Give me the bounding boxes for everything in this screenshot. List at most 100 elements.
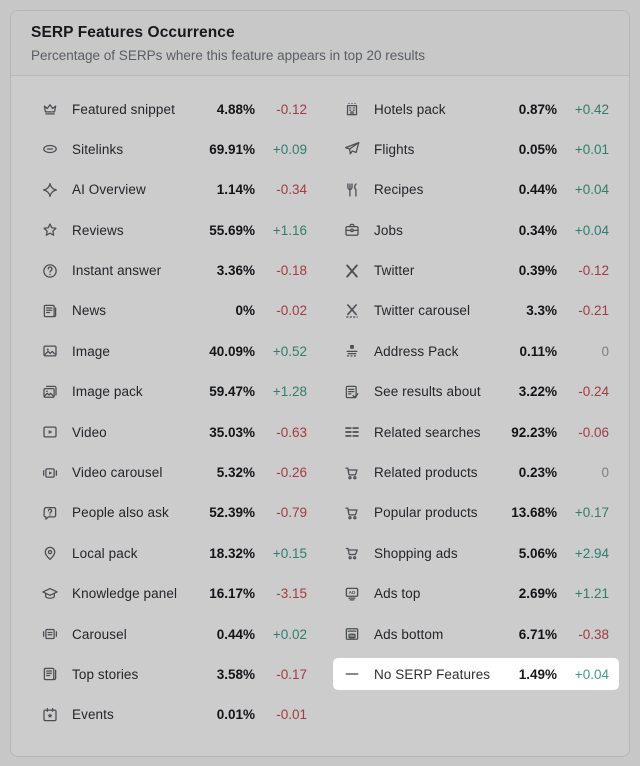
feature-value: 4.88% (216, 101, 255, 117)
feature-row[interactable]: Video carousel 5.32% -0.26 (31, 457, 317, 489)
feature-row-highlighted[interactable]: No SERP Features 1.49% +0.04 (333, 658, 619, 691)
feature-row[interactable]: Featured snippet 4.88% -0.12 (31, 93, 317, 125)
feature-label: Video carousel (72, 465, 163, 481)
feature-diff: +0.01 (574, 141, 609, 157)
feature-row[interactable]: See results about 3.22% -0.24 (333, 376, 619, 408)
cart-icon (343, 504, 361, 522)
feature-row[interactable]: Top stories 3.58% -0.17 (31, 658, 317, 690)
feature-row[interactable]: Sitelinks 69.91% +0.09 (31, 133, 317, 165)
feature-value: 3.3% (526, 303, 557, 319)
feature-label: No SERP Features (374, 666, 491, 682)
feature-label: Local pack (72, 545, 138, 561)
document-check-icon (343, 383, 361, 401)
feature-row[interactable]: Reviews 55.69% +1.16 (31, 214, 317, 246)
features-column-right: Hotels pack 0.87% +0.42 Flights 0.05% +0.01 Re… (333, 93, 619, 739)
hotel-icon (343, 100, 361, 118)
feature-diff: +0.15 (272, 545, 307, 561)
feature-label: Top stories (72, 666, 139, 682)
feature-row[interactable]: Image pack 59.47% +1.28 (31, 376, 317, 408)
card-subtitle: Percentage of SERPs where this feature a… (31, 48, 425, 63)
feature-diff: -0.34 (276, 182, 307, 198)
feature-value: 13.68% (511, 505, 557, 521)
feature-row[interactable]: Twitter 0.39% -0.12 (333, 255, 619, 287)
feature-value: 69.91% (209, 141, 255, 157)
feature-row[interactable]: Local pack 18.32% +0.15 (31, 537, 317, 569)
feature-value: 2.69% (518, 586, 557, 602)
feature-label: See results about (374, 384, 481, 400)
feature-value: 0.01% (216, 707, 255, 723)
feature-label: Recipes (374, 182, 424, 198)
feature-row[interactable]: Carousel 0.44% +0.02 (31, 618, 317, 650)
related-searches-icon (343, 423, 361, 441)
feature-diff: +0.04 (574, 666, 609, 682)
feature-diff: +1.21 (574, 586, 609, 602)
feature-label: Related products (374, 465, 478, 481)
card-header: SERP Features Occurrence Percentage of S… (11, 11, 629, 76)
feature-row[interactable]: Video 35.03% -0.63 (31, 416, 317, 448)
feature-label: People also ask (72, 505, 169, 521)
briefcase-icon (343, 221, 361, 239)
crown-icon (41, 100, 59, 118)
feature-label: Knowledge panel (72, 586, 178, 602)
feature-diff: +0.04 (574, 222, 609, 238)
feature-diff: -0.38 (578, 626, 609, 642)
feature-row[interactable]: News 0% -0.02 (31, 295, 317, 327)
feature-row[interactable]: AD Ads bottom 6.71% -0.38 (333, 618, 619, 650)
image-pack-icon (41, 383, 59, 401)
carousel-icon (41, 625, 59, 643)
news-icon (41, 302, 59, 320)
feature-row[interactable]: People also ask 52.39% -0.79 (31, 497, 317, 529)
feature-diff: +0.09 (272, 141, 307, 157)
feature-row[interactable]: Instant answer 3.36% -0.18 (31, 255, 317, 287)
feature-row[interactable]: AI Overview 1.14% -0.34 (31, 174, 317, 206)
feature-value: 40.09% (209, 343, 255, 359)
feature-diff: -0.79 (276, 505, 307, 521)
feature-row[interactable]: Popular products 13.68% +0.17 (333, 497, 619, 529)
feature-row[interactable]: Jobs 0.34% +0.04 (333, 214, 619, 246)
image-icon (41, 342, 59, 360)
feature-value: 0.34% (518, 222, 557, 238)
ads-top-icon: AD (343, 585, 361, 603)
feature-label: Instant answer (72, 263, 162, 279)
feature-label: Address Pack (374, 343, 459, 359)
feature-value: 16.17% (209, 586, 255, 602)
x-carousel-icon (343, 302, 361, 320)
feature-row[interactable]: Address Pack 0.11% 0 (333, 335, 619, 367)
dash-icon (343, 665, 361, 683)
feature-row[interactable]: Knowledge panel 16.17% -3.15 (31, 578, 317, 610)
feature-row[interactable]: Recipes 0.44% +0.04 (333, 174, 619, 206)
feature-diff: -0.63 (276, 424, 307, 440)
feature-row[interactable]: Events 0.01% -0.01 (31, 699, 317, 731)
top-stories-icon (41, 665, 59, 683)
feature-label: Ads bottom (374, 626, 444, 642)
feature-row[interactable]: AD Ads top 2.69% +1.21 (333, 578, 619, 610)
feature-diff: -0.24 (578, 384, 609, 400)
feature-row[interactable]: Related products 0.23% 0 (333, 457, 619, 489)
feature-label: Sitelinks (72, 141, 124, 157)
feature-diff: -0.12 (276, 101, 307, 117)
feature-value: 0.44% (216, 626, 255, 642)
feature-diff: -3.15 (276, 586, 307, 602)
feature-value: 52.39% (209, 505, 255, 521)
feature-diff: -0.12 (578, 263, 609, 279)
graduation-cap-icon (41, 585, 59, 603)
feature-row[interactable]: Shopping ads 5.06% +2.94 (333, 537, 619, 569)
feature-row[interactable]: Hotels pack 0.87% +0.42 (333, 93, 619, 125)
question-bubble-icon (41, 504, 59, 522)
feature-row[interactable]: Twitter carousel 3.3% -0.21 (333, 295, 619, 327)
map-pin-icon (41, 544, 59, 562)
features-column-left: Featured snippet 4.88% -0.12 Sitelinks 69.91… (41, 93, 307, 739)
feature-value: 18.32% (209, 545, 255, 561)
feature-row[interactable]: Flights 0.05% +0.01 (333, 133, 619, 165)
feature-value: 0.44% (518, 182, 557, 198)
video-icon (41, 423, 59, 441)
feature-diff: +0.52 (272, 343, 307, 359)
feature-label: Jobs (374, 222, 403, 238)
ads-bottom-icon: AD (343, 625, 361, 643)
feature-label: AI Overview (72, 182, 146, 198)
feature-label: Twitter carousel (374, 303, 471, 319)
feature-row[interactable]: Image 40.09% +0.52 (31, 335, 317, 367)
serp-features-card: SERP Features Occurrence Percentage of S… (10, 10, 630, 757)
feature-row[interactable]: Related searches 92.23% -0.06 (333, 416, 619, 448)
feature-value: 0.11% (519, 343, 557, 359)
